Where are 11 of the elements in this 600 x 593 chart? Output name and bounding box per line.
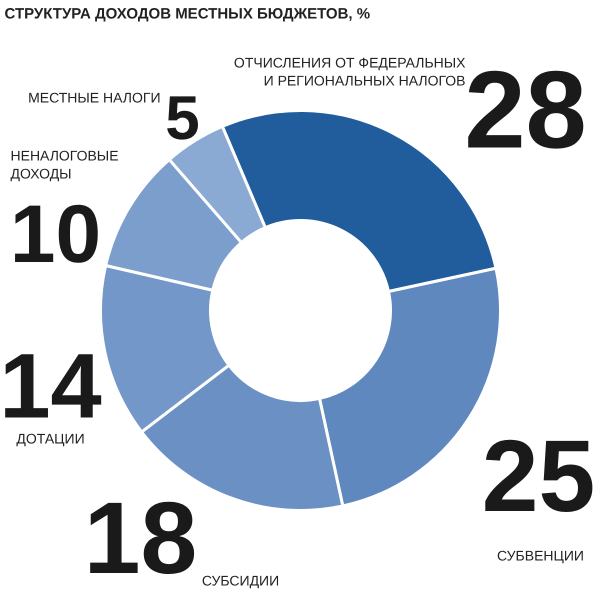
data-label: 25 (482, 419, 596, 533)
slice-label: СУБСИДИИ (202, 572, 280, 588)
slice-label: МЕСТНЫЕ НАЛОГИ (28, 90, 160, 106)
slice-label: НЕНАЛОГОВЫЕ ДОХОДЫ (10, 148, 119, 182)
data-label: 18 (84, 481, 198, 593)
slice-label: ОТЧИСЛЕНИЯ ОТ ФЕДЕРАЛЬНЫХ И РЕГИОНАЛЬНЫХ НАЛОГОВ (234, 54, 466, 88)
slice-label: СУБВЕНЦИИ (497, 548, 584, 564)
data-label: 28 (464, 48, 587, 172)
data-label: 5 (165, 84, 200, 153)
data-label: 10 (10, 189, 102, 280)
chart-title: СТРУКТУРА ДОХОДОВ МЕСТНЫХ БЮДЖЕТОВ, % (4, 6, 370, 22)
